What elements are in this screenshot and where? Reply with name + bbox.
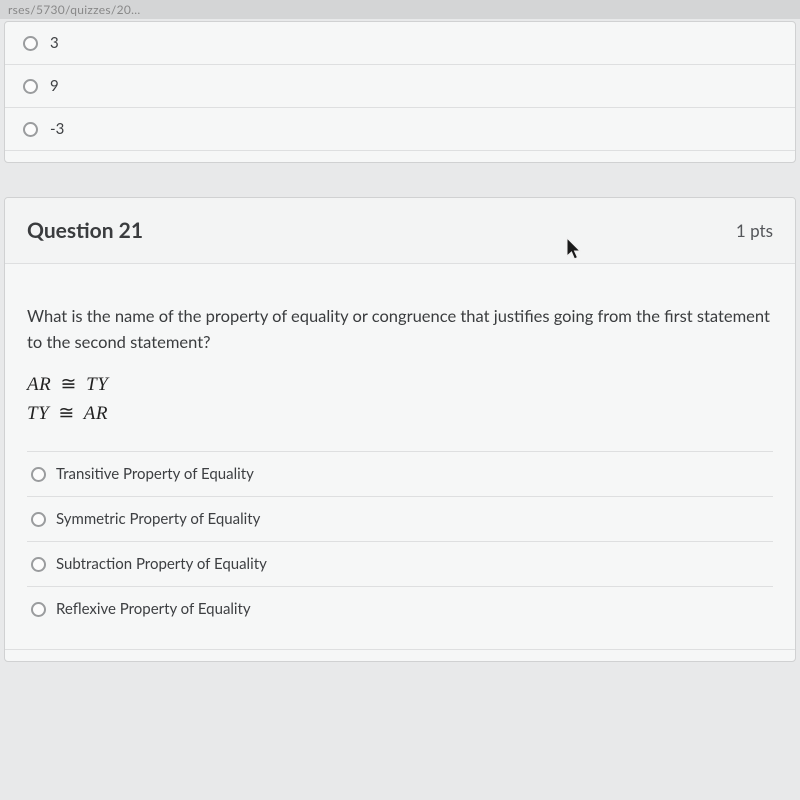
answer-label: Subtraction Property of Equality	[56, 555, 267, 573]
prev-option-label: 3	[50, 34, 59, 52]
congruent-icon: ≅	[56, 374, 80, 395]
radio-icon[interactable]	[23, 79, 38, 94]
panel-bottom-pad	[5, 649, 795, 661]
radio-icon[interactable]	[31, 557, 46, 572]
previous-question-panel: 3 9 -3	[4, 21, 796, 163]
answer-row[interactable]: Symmetric Property of Equality	[27, 496, 773, 541]
statement-1-left: AR	[27, 374, 51, 395]
answer-row[interactable]: Transitive Property of Equality	[27, 451, 773, 496]
congruent-icon: ≅	[54, 403, 78, 424]
question-panel: Question 21 1 pts What is the name of th…	[4, 197, 796, 662]
statement-1-right: TY	[86, 374, 108, 395]
prev-option-label: 9	[50, 77, 59, 95]
prev-option-row[interactable]: -3	[5, 107, 795, 150]
question-body: What is the name of the property of equa…	[5, 264, 795, 649]
radio-icon[interactable]	[31, 512, 46, 527]
statement-2-right: AR	[84, 403, 108, 424]
question-number: Question 21	[27, 218, 143, 243]
radio-icon[interactable]	[31, 467, 46, 482]
radio-icon[interactable]	[31, 602, 46, 617]
prev-option-row[interactable]: 9	[5, 64, 795, 107]
statement-2: TY ≅ AR	[27, 402, 773, 425]
prev-option-label: -3	[50, 120, 64, 138]
radio-icon[interactable]	[23, 122, 38, 137]
radio-icon[interactable]	[23, 36, 38, 51]
question-prompt: What is the name of the property of equa…	[27, 304, 773, 355]
answer-label: Symmetric Property of Equality	[56, 510, 260, 528]
question-points: 1 pts	[736, 220, 773, 241]
url-bar: rses/5730/quizzes/20...	[0, 0, 800, 19]
answer-row[interactable]: Subtraction Property of Equality	[27, 541, 773, 586]
statement-1: AR ≅ TY	[27, 373, 773, 396]
answers-list: Transitive Property of Equality Symmetri…	[27, 451, 773, 631]
answer-row[interactable]: Reflexive Property of Equality	[27, 586, 773, 631]
answer-label: Transitive Property of Equality	[56, 465, 254, 483]
question-header: Question 21 1 pts	[5, 198, 795, 264]
panel-bottom-pad	[5, 150, 795, 162]
prev-option-row[interactable]: 3	[5, 22, 795, 64]
statement-2-left: TY	[27, 403, 49, 424]
answer-label: Reflexive Property of Equality	[56, 600, 251, 618]
